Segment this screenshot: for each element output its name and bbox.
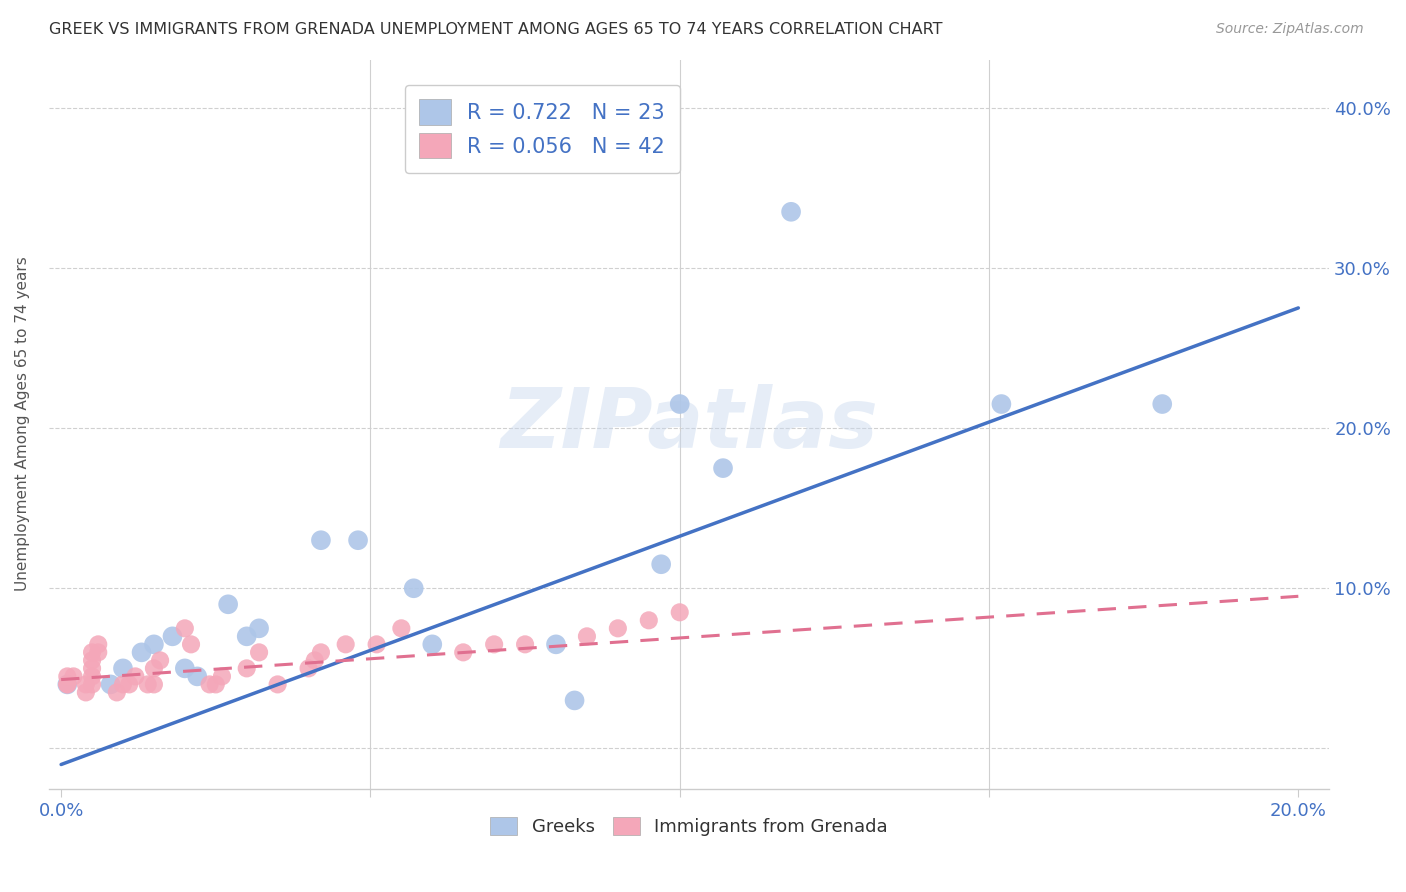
Text: Source: ZipAtlas.com: Source: ZipAtlas.com — [1216, 22, 1364, 37]
Point — [80, 645, 103, 659]
Legend: Greeks, Immigrants from Grenada: Greeks, Immigrants from Grenada — [481, 807, 897, 845]
Point — [105, 685, 128, 699]
Point — [80, 677, 103, 691]
Point — [420, 637, 443, 651]
Y-axis label: Unemployment Among Ages 65 to 74 years: Unemployment Among Ages 65 to 74 years — [15, 257, 30, 591]
Point — [186, 669, 208, 683]
Point — [266, 677, 288, 691]
Point — [402, 582, 425, 596]
Point — [309, 645, 332, 659]
Point — [56, 677, 79, 691]
Point — [180, 637, 202, 651]
Point — [131, 645, 153, 659]
Point — [75, 685, 97, 699]
Point — [711, 461, 734, 475]
Point — [87, 645, 110, 659]
Point — [173, 621, 195, 635]
Point — [142, 661, 165, 675]
Point — [650, 558, 672, 572]
Point — [297, 661, 319, 675]
Point — [1152, 397, 1174, 411]
Point — [482, 637, 505, 651]
Point — [149, 653, 172, 667]
Point — [247, 645, 270, 659]
Point — [173, 661, 195, 675]
Point — [142, 637, 165, 651]
Point — [80, 661, 103, 675]
Point — [780, 204, 803, 219]
Point — [575, 629, 598, 643]
Point — [111, 661, 134, 675]
Point — [211, 669, 233, 683]
Text: ZIPatlas: ZIPatlas — [501, 384, 877, 465]
Point — [217, 597, 239, 611]
Point — [118, 677, 141, 691]
Point — [80, 653, 103, 667]
Point — [204, 677, 226, 691]
Point — [80, 669, 103, 683]
Point — [56, 677, 79, 691]
Point — [668, 605, 690, 619]
Point — [198, 677, 221, 691]
Point — [513, 637, 536, 651]
Point — [124, 669, 146, 683]
Point — [162, 629, 184, 643]
Point — [451, 645, 474, 659]
Point — [637, 613, 659, 627]
Point — [87, 637, 110, 651]
Point — [247, 621, 270, 635]
Point — [56, 677, 79, 691]
Point — [544, 637, 567, 651]
Point — [347, 533, 370, 548]
Point — [100, 677, 122, 691]
Point — [309, 533, 332, 548]
Point — [564, 693, 586, 707]
Point — [111, 677, 134, 691]
Point — [75, 677, 97, 691]
Text: GREEK VS IMMIGRANTS FROM GRENADA UNEMPLOYMENT AMONG AGES 65 TO 74 YEARS CORRELAT: GREEK VS IMMIGRANTS FROM GRENADA UNEMPLO… — [49, 22, 942, 37]
Point — [304, 653, 326, 667]
Point — [366, 637, 388, 651]
Point — [335, 637, 357, 651]
Point — [62, 669, 84, 683]
Point — [56, 669, 79, 683]
Point — [142, 677, 165, 691]
Point — [990, 397, 1012, 411]
Point — [668, 397, 690, 411]
Point — [389, 621, 412, 635]
Point — [235, 661, 257, 675]
Point — [136, 677, 159, 691]
Point — [235, 629, 257, 643]
Point — [606, 621, 628, 635]
